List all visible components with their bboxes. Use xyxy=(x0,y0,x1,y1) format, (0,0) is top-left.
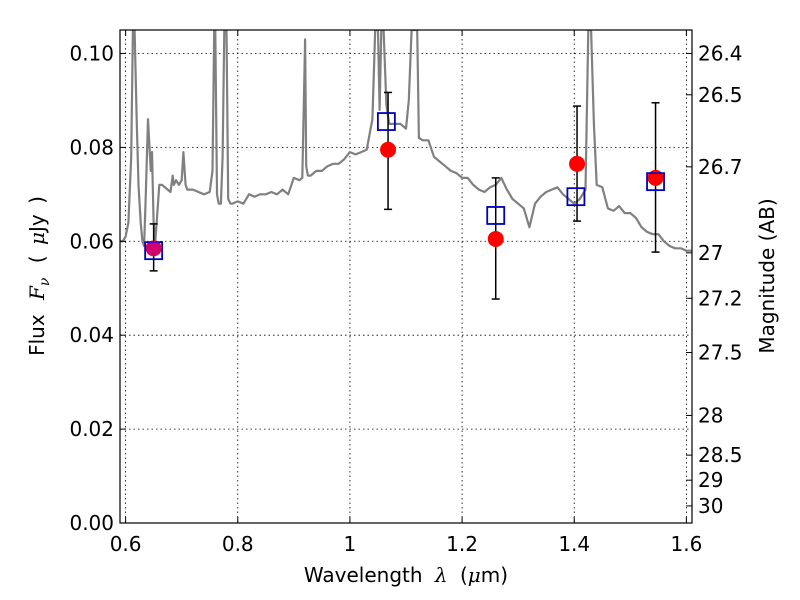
right-tick-label: 28.5 xyxy=(698,443,743,467)
overlap-tint xyxy=(146,240,162,256)
grid-lines xyxy=(120,30,692,523)
x-tick-label: 1.2 xyxy=(446,532,478,556)
right-tick-label: 27 xyxy=(698,241,723,265)
y-axis-label-symbol: F xyxy=(25,285,49,301)
right-tick-label: 30 xyxy=(698,494,723,518)
measured-flux-point xyxy=(569,155,586,172)
y-axis-label-units-rest: Jy xyxy=(25,214,49,234)
y-tick-label: 0.02 xyxy=(69,417,114,441)
x-tick-label: 1 xyxy=(344,532,357,556)
model-flux-point xyxy=(566,187,586,207)
spectrum-line xyxy=(120,30,692,252)
right-tick-label: 26.7 xyxy=(698,155,743,179)
y-tick-label: 0.04 xyxy=(69,323,114,347)
y-axis-label-prefix: Flux xyxy=(25,314,49,356)
right-axis-label: Magnitude (AB) xyxy=(755,198,779,353)
measured-flux-point xyxy=(380,141,397,158)
x-axis-label: Wavelength λ (μm) xyxy=(304,563,508,587)
measured-flux-point xyxy=(487,230,504,247)
model-flux-point xyxy=(646,172,665,192)
right-tick-label: 28 xyxy=(698,403,723,427)
y-axis-label-subscript: ν xyxy=(37,277,53,286)
x-axis-label-units-mu: μ xyxy=(468,563,481,587)
right-tick-label: 29 xyxy=(698,468,723,492)
right-tick-label: 27.5 xyxy=(698,341,743,365)
plot-frame xyxy=(119,29,693,524)
ticks: 0.6 0.8 1 1.2 1.4 1.6 0.00 0.02 0.04 0.06 0.08 0.10… xyxy=(69,30,743,556)
y-axis-label-units-mu: μ xyxy=(25,232,49,245)
right-tick-label: 26.5 xyxy=(698,83,743,107)
x-axis-label-prefix: Wavelength xyxy=(304,563,423,587)
y-tick-label: 0.08 xyxy=(69,135,114,159)
x-tick-label: 0.6 xyxy=(110,532,142,556)
y-axis-label-units-close: ) xyxy=(25,196,49,204)
right-tick-label: 26.4 xyxy=(698,41,743,65)
model-flux-point xyxy=(486,206,506,225)
x-axis-label-symbol: λ xyxy=(434,563,448,587)
x-tick-label: 0.8 xyxy=(222,532,254,556)
x-tick-label: 1.6 xyxy=(670,532,702,556)
measured-flux-point xyxy=(647,169,664,186)
right-tick-label: 27.2 xyxy=(698,286,743,310)
x-tick-label: 1.4 xyxy=(558,532,590,556)
y-tick-label: 0.06 xyxy=(69,229,114,253)
y-axis-label: Flux Fν ( μJy ) xyxy=(25,196,54,356)
y-tick-label: 0.00 xyxy=(69,511,114,535)
x-axis-label-units-rest: m) xyxy=(481,563,508,587)
plot-area xyxy=(120,30,692,300)
y-axis-label-units-open: ( xyxy=(25,255,49,263)
model-flux-point xyxy=(376,112,396,131)
x-axis-label-units-open: ( xyxy=(460,563,468,587)
y-tick-label: 0.10 xyxy=(69,41,114,65)
